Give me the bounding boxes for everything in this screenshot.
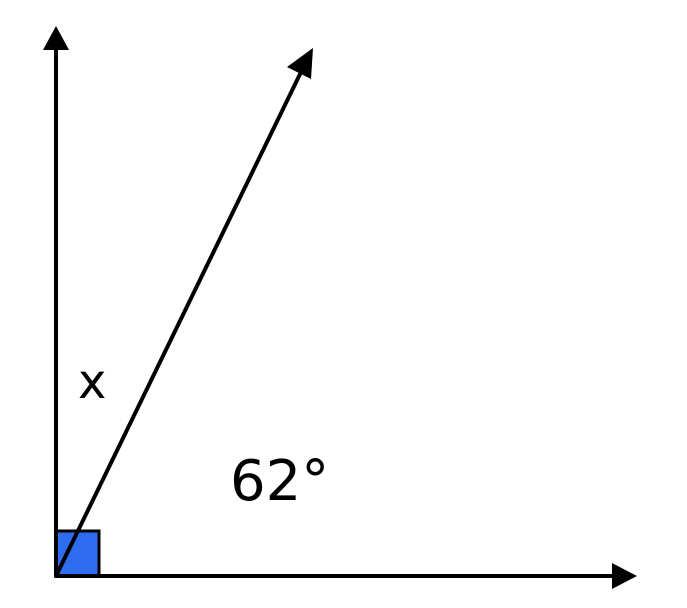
right-angle-marker [54, 529, 101, 578]
unknown-angle-label: x [78, 354, 106, 410]
diagonal-ray [54, 68, 304, 578]
diagonal-ray-arrowhead [287, 48, 313, 79]
vertical-ray-arrowhead [43, 26, 69, 50]
known-angle-label: 62° [230, 449, 329, 514]
horizontal-ray-arrowhead [612, 563, 637, 589]
